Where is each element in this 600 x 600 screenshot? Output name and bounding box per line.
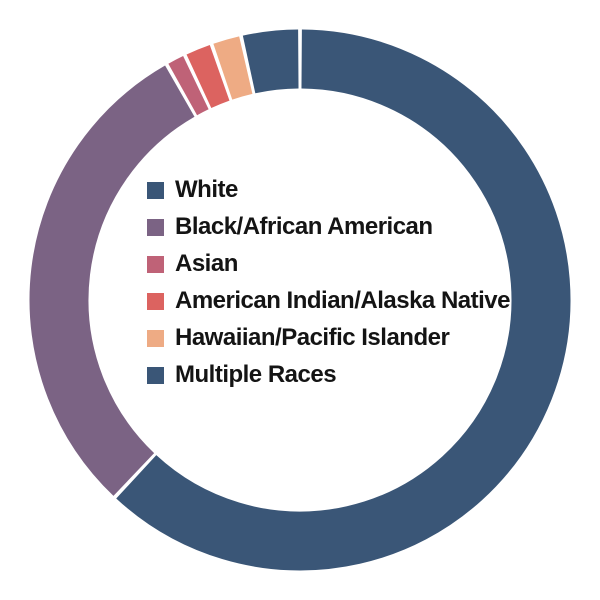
legend-item: Asian <box>147 252 510 276</box>
legend-label: Hawaiian/Pacific Islander <box>175 324 450 351</box>
legend-item: Multiple Races <box>147 363 510 387</box>
donut-segment-black-african-american <box>29 65 195 496</box>
donut-segment-white <box>116 29 571 571</box>
legend-item: Black/African American <box>147 215 510 239</box>
legend-item: Hawaiian/Pacific Islander <box>147 326 510 350</box>
donut-segment-asian <box>168 56 209 116</box>
legend-label: White <box>175 176 238 203</box>
legend-swatch-icon <box>147 366 164 384</box>
donut-segment-american-indian-alaska-native <box>186 44 230 109</box>
legend-swatch-icon <box>147 255 164 273</box>
chart-legend: White Black/African American Asian American… <box>147 178 510 387</box>
legend-swatch-icon <box>147 181 164 199</box>
donut-segment-multiple-races <box>242 29 300 94</box>
legend-swatch-icon <box>147 218 164 236</box>
legend-item: American Indian/Alaska Native <box>147 289 510 313</box>
legend-label: American Indian/Alaska Native <box>175 287 510 314</box>
legend-swatch-icon <box>147 329 164 347</box>
legend-label: Multiple Races <box>175 361 337 388</box>
legend-label: Asian <box>175 250 238 277</box>
donut-segment-hawaiian-pacific-islander <box>213 36 253 100</box>
legend-label: Black/African American <box>175 213 433 240</box>
legend-swatch-icon <box>147 292 164 310</box>
legend-item: White <box>147 178 510 202</box>
